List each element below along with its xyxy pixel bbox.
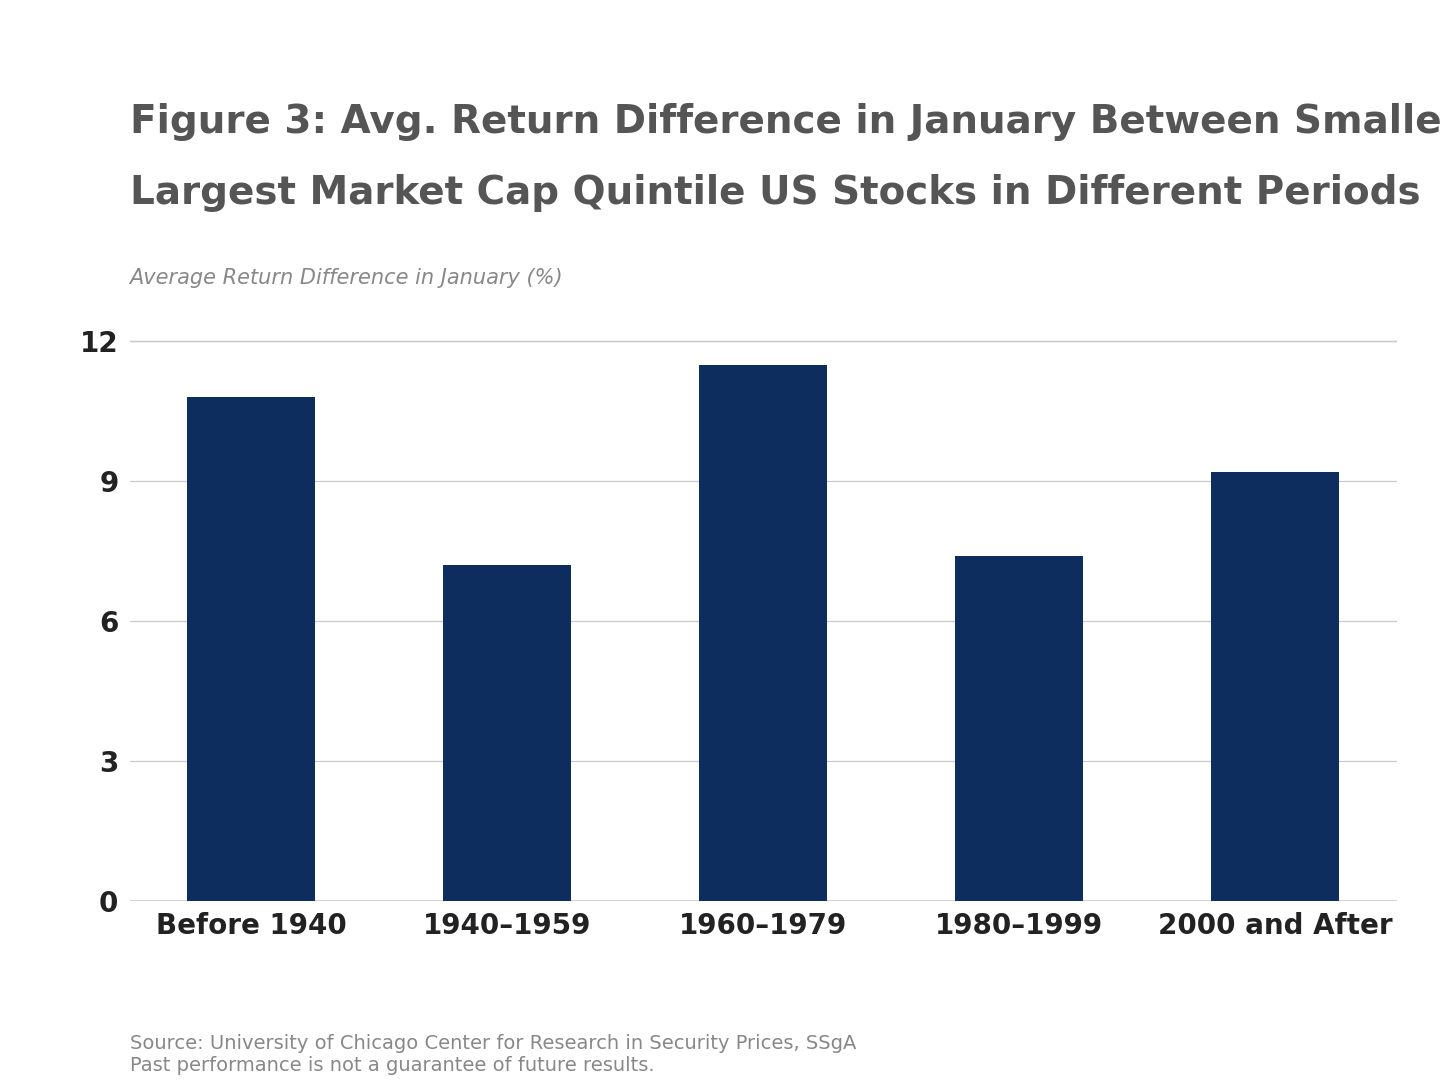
Bar <box>1211 472 1339 901</box>
Bar <box>955 556 1083 901</box>
Bar <box>187 397 315 901</box>
Bar <box>700 365 827 901</box>
Text: Average Return Difference in January (%): Average Return Difference in January (%) <box>130 268 563 288</box>
Bar <box>444 566 572 901</box>
Text: Figure 3: Avg. Return Difference in January Between Smallest and: Figure 3: Avg. Return Difference in Janu… <box>130 103 1440 141</box>
Text: Largest Market Cap Quintile US Stocks in Different Periods: Largest Market Cap Quintile US Stocks in… <box>130 174 1420 212</box>
Text: Source: University of Chicago Center for Research in Security Prices, SSgA
Past : Source: University of Chicago Center for… <box>130 1034 855 1075</box>
